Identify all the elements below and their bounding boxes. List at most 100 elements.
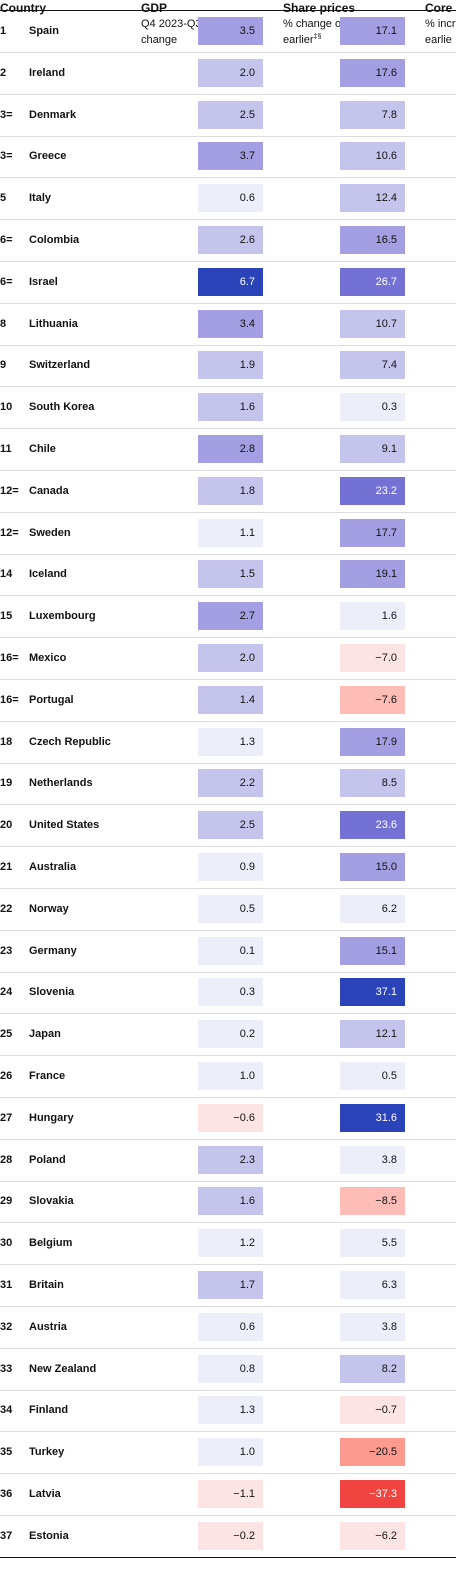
gdp-value-cell: 1.6 — [198, 1187, 263, 1216]
country-label: Japan — [29, 1028, 61, 1041]
country-label: Estonia — [29, 1529, 69, 1542]
share-price-value-cell: 0.3 — [340, 393, 405, 422]
country-label: Belgium — [29, 1237, 73, 1250]
table-row: 31 Britain 1.7 6.3 — [0, 1264, 456, 1307]
gdp-value-cell: 2.5 — [198, 811, 263, 840]
share-price-value-cell: 6.3 — [340, 1271, 405, 1299]
share-header-title: Share prices — [283, 1, 356, 15]
table-row: 21 Australia 0.9 15.0 — [0, 846, 456, 889]
gdp-value-cell: 1.1 — [198, 518, 263, 547]
share-price-value-cell: 26.7 — [340, 267, 405, 296]
share-price-value-cell: 31.6 — [340, 1103, 405, 1132]
table-row: 25 Japan 0.2 12.1 — [0, 1013, 456, 1057]
rank-label: 24 — [0, 986, 13, 999]
country-label: Norway — [29, 902, 69, 915]
gdp-value-cell: 0.5 — [198, 894, 263, 923]
gdp-value-cell: 0.8 — [198, 1354, 263, 1383]
rank-label: 25 — [0, 1028, 13, 1041]
share-price-value-cell: 15.0 — [340, 853, 405, 881]
table-row: 10 South Korea 1.6 0.3 — [0, 386, 456, 430]
gdp-value-cell: −1.1 — [198, 1480, 263, 1508]
rank-label: 37 — [0, 1529, 13, 1542]
rank-label: 9 — [0, 359, 7, 372]
rank-label: 26 — [0, 1070, 13, 1082]
gdp-value-cell: 2.2 — [198, 769, 263, 798]
rank-label: 6= — [0, 234, 13, 246]
table-row: 27 Hungary −0.6 31.6 — [0, 1097, 456, 1140]
gdp-value-cell: 1.8 — [198, 476, 263, 505]
country-label: Finland — [29, 1404, 69, 1417]
rank-label: 6= — [0, 275, 13, 288]
table-row: 14 Iceland 1.5 19.1 — [0, 553, 456, 597]
table-row: 12= Canada 1.8 23.2 — [0, 470, 456, 513]
share-price-value-cell: 5.5 — [340, 1229, 405, 1258]
country-label: Czech Republic — [29, 735, 111, 748]
table-row: 8 Lithuania 3.4 10.7 — [0, 303, 456, 346]
rank-label: 31 — [0, 1279, 13, 1291]
country-label: Portugal — [29, 693, 74, 706]
gdp-value-cell: 1.4 — [198, 685, 263, 714]
core-header-subtitle: % incr earlie — [425, 18, 456, 46]
share-price-value-cell: 8.2 — [340, 1354, 405, 1383]
country-label: Turkey — [29, 1446, 65, 1459]
gdp-value-cell: 0.6 — [198, 184, 263, 213]
country-label: United States — [29, 819, 100, 832]
rank-label: 29 — [0, 1195, 13, 1208]
gdp-value-cell: 2.0 — [198, 58, 263, 87]
table-row: 28 Poland 2.3 3.8 — [0, 1139, 456, 1182]
gdp-value-cell: 0.6 — [198, 1312, 263, 1341]
gdp-value-cell: 1.3 — [198, 727, 263, 756]
gdp-value-cell: 1.0 — [198, 1438, 263, 1467]
gdp-value-cell: 1.5 — [198, 560, 263, 589]
country-label: Netherlands — [29, 777, 93, 790]
share-price-value-cell: 17.6 — [340, 58, 405, 87]
rank-label: 35 — [0, 1446, 13, 1459]
table-row: 3= Denmark 2.5 7.8 — [0, 94, 456, 137]
gdp-value-cell: 3.5 — [198, 17, 263, 45]
country-label: Iceland — [29, 568, 67, 581]
gdp-value-cell: −0.2 — [198, 1521, 263, 1550]
gdp-value-cell: 1.9 — [198, 351, 263, 380]
share-price-value-cell: 10.7 — [340, 309, 405, 338]
share-price-value-cell: 9.1 — [340, 435, 405, 463]
rank-label: 2 — [0, 66, 7, 79]
country-label: Australia — [29, 861, 77, 873]
gdp-value-cell: 3.4 — [198, 309, 263, 338]
country-label: Luxembourg — [29, 610, 96, 623]
rank-label: 15 — [0, 610, 13, 623]
gdp-value-cell: 1.2 — [198, 1229, 263, 1258]
rank-label: 10 — [0, 401, 13, 414]
gdp-value-cell: 1.6 — [198, 393, 263, 422]
share-price-value-cell: 23.6 — [340, 811, 405, 840]
table-row: 3= Greece 3.7 10.6 — [0, 135, 456, 179]
table-row: 19 Netherlands 2.2 8.5 — [0, 762, 456, 806]
share-price-value-cell: −6.2 — [340, 1521, 405, 1550]
table-row: 5 Italy 0.6 12.4 — [0, 177, 456, 221]
rank-label: 12= — [0, 526, 19, 539]
share-price-value-cell: 17.9 — [340, 727, 405, 756]
gdp-value-cell: 0.2 — [198, 1020, 263, 1049]
rank-label: 14 — [0, 568, 13, 581]
header-rule — [0, 10, 456, 11]
country-label: Ireland — [29, 66, 66, 79]
share-price-value-cell: 15.1 — [340, 936, 405, 965]
table-row: 2 Ireland 2.0 17.6 — [0, 52, 456, 95]
share-price-value-cell: 3.8 — [340, 1312, 405, 1341]
gdp-value-cell: 1.0 — [198, 1062, 263, 1090]
gdp-value-cell: 0.9 — [198, 853, 263, 881]
gdp-value-cell: 2.3 — [198, 1145, 263, 1174]
table-row: 29 Slovakia 1.6 −8.5 — [0, 1180, 456, 1224]
share-price-value-cell: 0.5 — [340, 1062, 405, 1090]
rank-label: 36 — [0, 1488, 13, 1500]
share-price-value-cell: 6.2 — [340, 894, 405, 923]
country-label: Chile — [29, 443, 56, 455]
table-row: 16= Portugal 1.4 −7.6 — [0, 679, 456, 722]
share-header-footnote: ‡§ — [313, 33, 322, 41]
table-row: 15 Luxembourg 2.7 1.6 — [0, 595, 456, 639]
share-price-value-cell: 1.6 — [340, 602, 405, 631]
rank-label: 19 — [0, 777, 13, 790]
share-price-value-cell: 19.1 — [340, 560, 405, 589]
gdp-value-cell: 2.6 — [198, 226, 263, 254]
rank-label: 30 — [0, 1237, 13, 1250]
share-price-value-cell: −37.3 — [340, 1480, 405, 1508]
